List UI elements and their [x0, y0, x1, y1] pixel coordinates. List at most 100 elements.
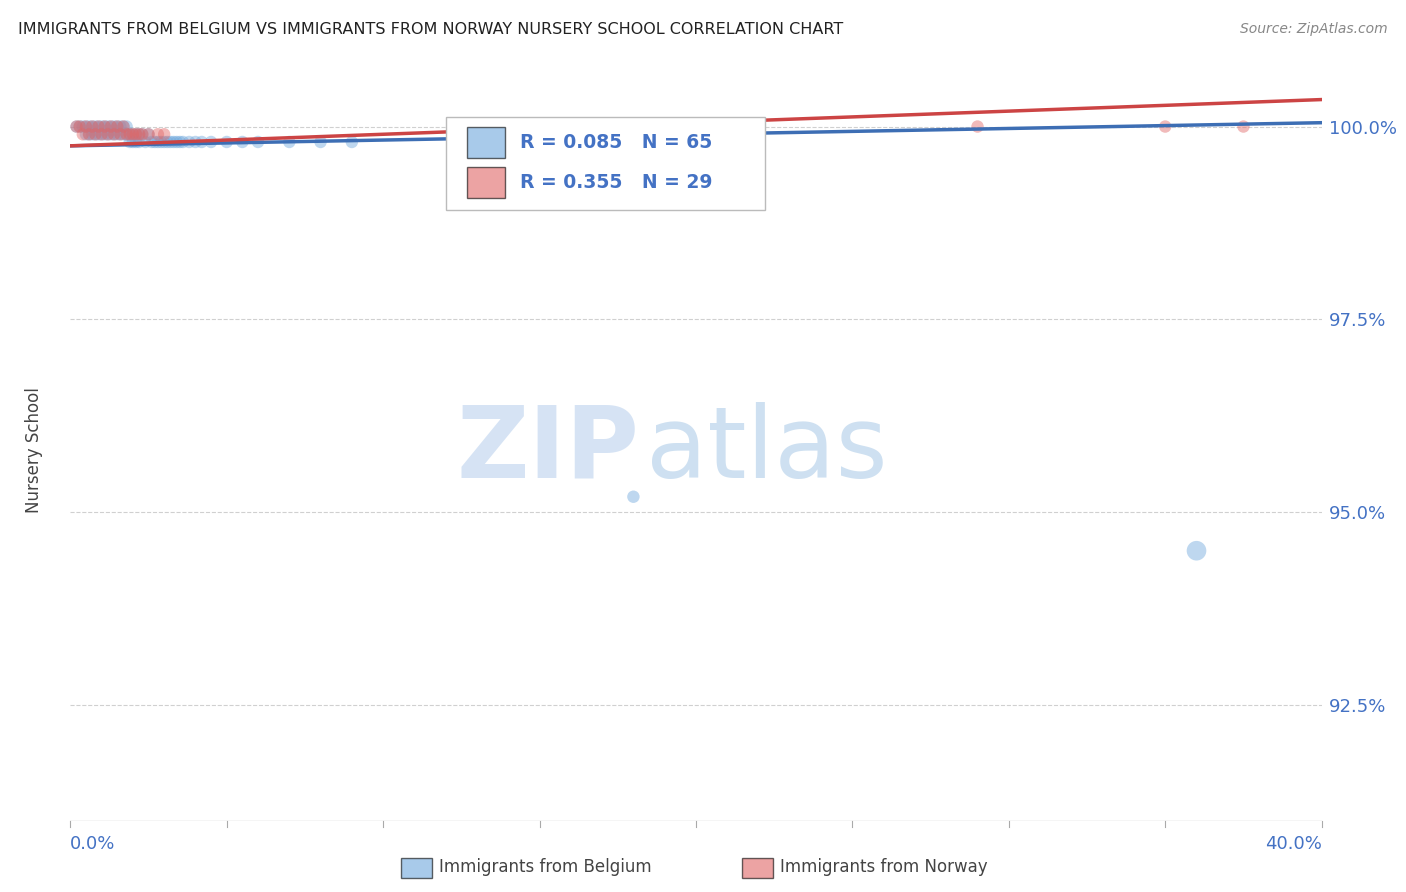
Point: [110, 120, 132, 134]
Point: [141, 135, 163, 149]
Point: [75, 120, 97, 134]
FancyBboxPatch shape: [467, 127, 505, 158]
Point: [159, 135, 181, 149]
Point: [112, 128, 135, 142]
Text: Nursery School: Nursery School: [25, 387, 42, 514]
Point: [105, 120, 128, 134]
Point: [82, 120, 104, 134]
Text: R = 0.085   N = 65: R = 0.085 N = 65: [520, 133, 711, 152]
Point: [1232, 120, 1254, 134]
Point: [179, 135, 201, 149]
Point: [278, 135, 301, 149]
Text: IMMIGRANTS FROM BELGIUM VS IMMIGRANTS FROM NORWAY NURSERY SCHOOL CORRELATION CHA: IMMIGRANTS FROM BELGIUM VS IMMIGRANTS FR…: [18, 22, 844, 37]
Point: [121, 128, 145, 142]
Point: [65, 120, 87, 134]
Point: [87, 128, 110, 142]
Point: [112, 120, 135, 134]
Point: [138, 128, 160, 142]
Point: [110, 128, 132, 142]
Point: [128, 128, 150, 142]
Text: 0.0%: 0.0%: [70, 836, 115, 854]
Point: [75, 128, 97, 142]
Point: [169, 135, 191, 149]
Point: [77, 128, 100, 142]
Point: [621, 490, 644, 504]
Point: [90, 120, 112, 134]
Point: [93, 128, 115, 142]
Text: 40.0%: 40.0%: [1265, 836, 1322, 854]
Text: atlas: atlas: [645, 402, 887, 499]
FancyBboxPatch shape: [467, 167, 505, 198]
Point: [69, 120, 91, 134]
Point: [82, 128, 104, 142]
Text: ZIP: ZIP: [457, 402, 640, 499]
Point: [966, 120, 988, 134]
Point: [162, 135, 184, 149]
Point: [143, 135, 166, 149]
Text: Source: ZipAtlas.com: Source: ZipAtlas.com: [1240, 22, 1388, 37]
Point: [115, 120, 138, 134]
Point: [125, 128, 148, 142]
Point: [93, 120, 115, 134]
Point: [172, 135, 194, 149]
Point: [97, 128, 120, 142]
Point: [340, 135, 363, 149]
Point: [115, 128, 138, 142]
Point: [146, 135, 169, 149]
Point: [200, 135, 222, 149]
Point: [128, 128, 150, 142]
Point: [103, 128, 125, 142]
Point: [544, 120, 567, 134]
Point: [90, 128, 112, 142]
Point: [77, 120, 100, 134]
Point: [87, 120, 110, 134]
Point: [125, 135, 148, 149]
Point: [72, 120, 94, 134]
Point: [146, 128, 169, 142]
Point: [84, 128, 107, 142]
Point: [100, 120, 122, 134]
Point: [118, 135, 141, 149]
Point: [190, 135, 212, 149]
Point: [128, 135, 150, 149]
Point: [110, 128, 132, 142]
Point: [247, 135, 270, 149]
Point: [184, 135, 207, 149]
Point: [156, 135, 179, 149]
Point: [153, 135, 176, 149]
Point: [215, 135, 238, 149]
Point: [75, 120, 97, 134]
Point: [90, 128, 112, 142]
Point: [105, 128, 128, 142]
Point: [84, 120, 107, 134]
Point: [97, 128, 120, 142]
Point: [118, 128, 141, 142]
Point: [105, 120, 128, 134]
Point: [134, 135, 156, 149]
Point: [309, 135, 332, 149]
Point: [231, 135, 253, 149]
Point: [121, 135, 145, 149]
FancyBboxPatch shape: [446, 118, 765, 210]
Point: [166, 135, 188, 149]
Point: [72, 128, 94, 142]
Text: Immigrants from Belgium: Immigrants from Belgium: [439, 858, 651, 876]
Point: [77, 128, 100, 142]
Point: [69, 120, 91, 134]
Point: [131, 128, 153, 142]
Point: [150, 135, 173, 149]
Point: [118, 128, 141, 142]
Point: [82, 120, 104, 134]
Point: [97, 120, 120, 134]
Point: [121, 128, 145, 142]
Point: [1185, 543, 1208, 558]
Point: [65, 120, 87, 134]
Point: [138, 128, 160, 142]
Point: [153, 128, 176, 142]
Text: Immigrants from Norway: Immigrants from Norway: [780, 858, 988, 876]
Point: [93, 120, 115, 134]
Point: [103, 120, 125, 134]
Point: [103, 128, 125, 142]
Point: [100, 128, 122, 142]
Point: [112, 120, 135, 134]
